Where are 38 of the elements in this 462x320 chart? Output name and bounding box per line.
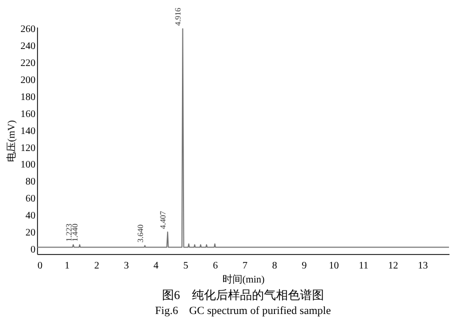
y-tick-label: 0 xyxy=(30,244,36,256)
x-tick-label: 3 xyxy=(124,260,129,272)
y-tick-label: 240 xyxy=(20,41,36,52)
y-tick-label: 140 xyxy=(20,126,36,137)
x-tick-label: 10 xyxy=(328,260,339,272)
y-tick-label: 100 xyxy=(20,160,36,171)
annotation: 4.407 xyxy=(158,210,168,229)
x-tick-label: 13 xyxy=(418,260,428,272)
x-tick-label: 8 xyxy=(272,260,278,272)
x-tick-label: 0 xyxy=(38,260,42,272)
y-tick-label: 160 xyxy=(20,108,36,120)
y-tick-label: 80 xyxy=(26,176,36,188)
annotation: 1.223 xyxy=(64,224,74,242)
x-tick-label: 7 xyxy=(242,260,248,272)
y-tick-label: 60 xyxy=(26,194,36,205)
x-tick-label: 1 xyxy=(64,260,70,272)
y-axis-title: 电压(mV) xyxy=(6,120,18,162)
text: 图6 纯化后样品的气相色谱图 xyxy=(162,288,324,302)
x-axis-title: 时间(min) xyxy=(222,274,265,286)
annotation: 4.916 xyxy=(174,8,183,26)
text: Fig.6 GC spectrum of purified sample xyxy=(155,305,331,317)
x-tick-label: 6 xyxy=(212,260,218,272)
y-tick-label: 200 xyxy=(20,75,36,86)
x-tick-label: 4 xyxy=(154,260,159,272)
y-tick-label: 120 xyxy=(20,142,36,154)
x-tick-label: 9 xyxy=(302,260,307,272)
y-tick-label: 40 xyxy=(26,210,36,222)
x-tick-label: 5 xyxy=(183,260,188,272)
y-tick-label: 220 xyxy=(20,58,36,70)
y-tick-label: 20 xyxy=(26,227,36,238)
x-tick-label: 12 xyxy=(388,260,398,272)
y-tick-label: 260 xyxy=(20,24,36,36)
annotation: 1.440 xyxy=(70,224,80,242)
annotation: 3.640 xyxy=(136,224,145,243)
y-tick-label: 180 xyxy=(20,92,36,103)
x-tick-label: 2 xyxy=(94,260,100,272)
line-series xyxy=(36,28,450,248)
x-tick-label: 11 xyxy=(358,260,368,272)
